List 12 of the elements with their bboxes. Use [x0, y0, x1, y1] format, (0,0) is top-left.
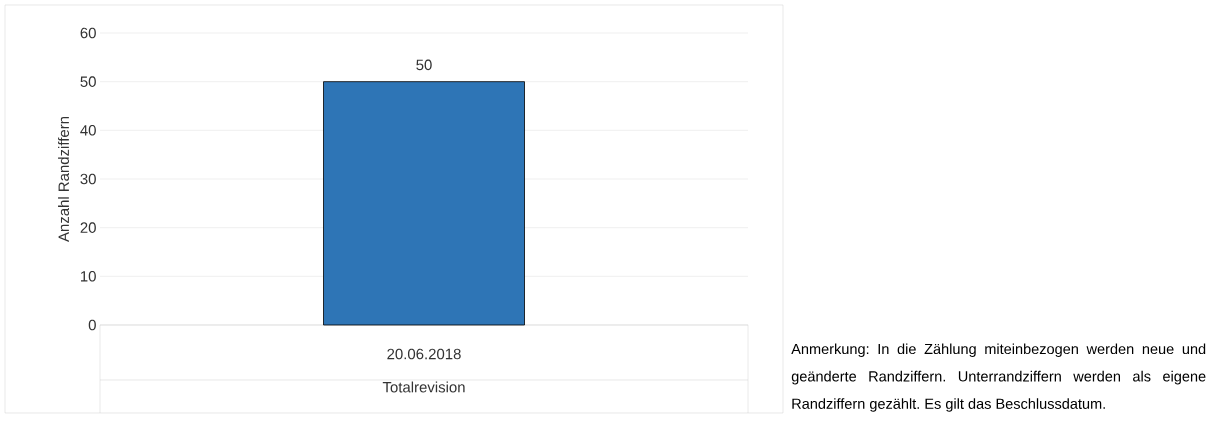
y-tick-label: 40: [80, 124, 96, 136]
y-axis-title: Anzahl Randziffern: [58, 116, 70, 242]
y-tick-label: 10: [81, 270, 96, 282]
y-tick-label: 30: [80, 173, 96, 185]
x-axis-title: Totalrevision: [382, 381, 465, 393]
data-label: 50: [416, 59, 432, 70]
x-tick-label: 20.06.2018: [387, 348, 461, 360]
y-tick-label: 20: [80, 222, 96, 233]
text: Anmerkung: In die Zählung miteinbezogen werden neue und geänderte Randziffern. Unterrandziffern werden als eigene Randziffern gezählt. Es gilt das Beschlussdatum.: [791, 343, 1206, 412]
y-tick-label: 60: [80, 27, 96, 39]
y-tick-label: 0: [88, 319, 96, 331]
y-tick-label: 50: [80, 76, 96, 87]
